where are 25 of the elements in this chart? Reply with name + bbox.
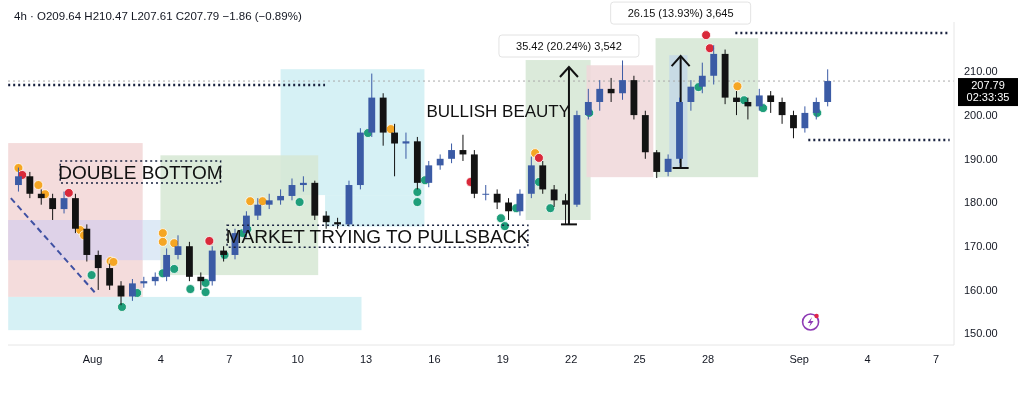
x-tick-label: 10 <box>291 352 304 365</box>
text: 02:33:35 <box>966 91 1010 104</box>
y-tick-label: 150.00 <box>964 327 998 340</box>
text: 26.15 (13.93%) 3,645 <box>627 7 734 20</box>
x-tick-label: 28 <box>701 352 715 365</box>
y-tick-label: 190.00 <box>964 152 998 165</box>
y-tick-label: 180.00 <box>964 196 998 209</box>
x-tick-label: 16 <box>428 352 441 365</box>
x-tick-label: 4 <box>864 352 871 365</box>
annotation: 35.42 (20.24%) 3,542 <box>516 40 622 53</box>
y-tick-label: 210.00 <box>964 65 998 78</box>
x-tick-label: Aug <box>82 352 103 365</box>
x-tick-label: 7 <box>932 352 940 365</box>
chart-title: 4h · O209.64 H210.47 L207.61 C207.79 −1.86 (−0.89%) <box>14 10 302 22</box>
x-tick-label: 19 <box>496 352 509 365</box>
y-tick-label: 200.00 <box>964 108 998 121</box>
x-tick-label: 22 <box>565 352 578 365</box>
y-tick-label: 170.00 <box>964 240 998 253</box>
x-tick-label: 7 <box>226 352 233 365</box>
x-tick-label: Sep <box>789 352 809 365</box>
x-tick-label: 25 <box>633 352 646 365</box>
ref-line-label: 207.79 <box>971 79 1005 92</box>
y-tick-label: 160.00 <box>964 283 998 296</box>
x-tick-label: 13 <box>359 352 373 365</box>
x-tick-label: 4 <box>157 352 164 365</box>
